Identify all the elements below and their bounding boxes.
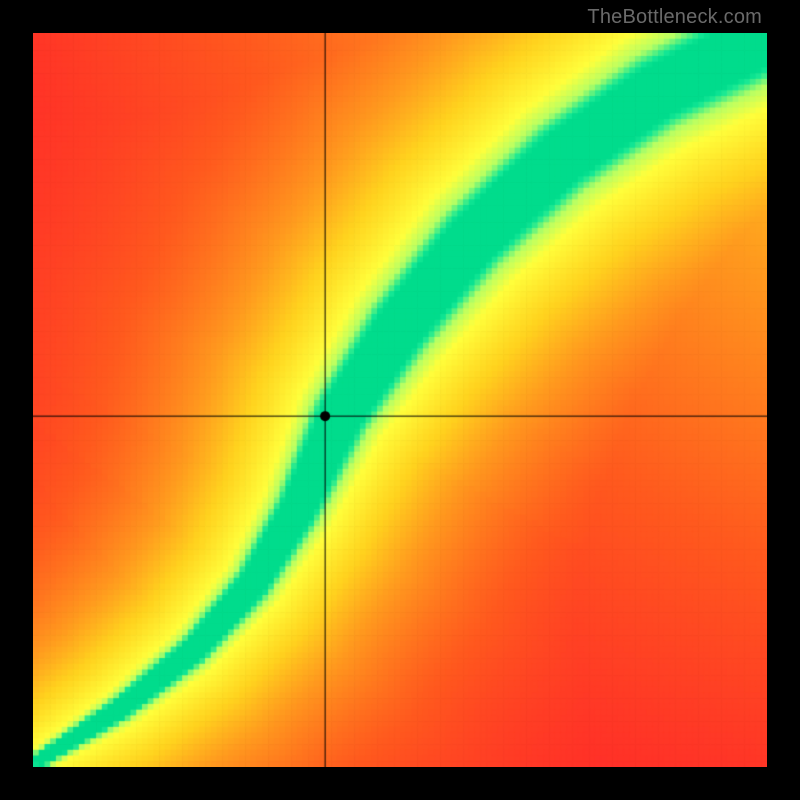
heatmap-canvas	[33, 33, 767, 767]
bottleneck-heatmap	[33, 33, 767, 767]
watermark-text: TheBottleneck.com	[587, 6, 762, 29]
